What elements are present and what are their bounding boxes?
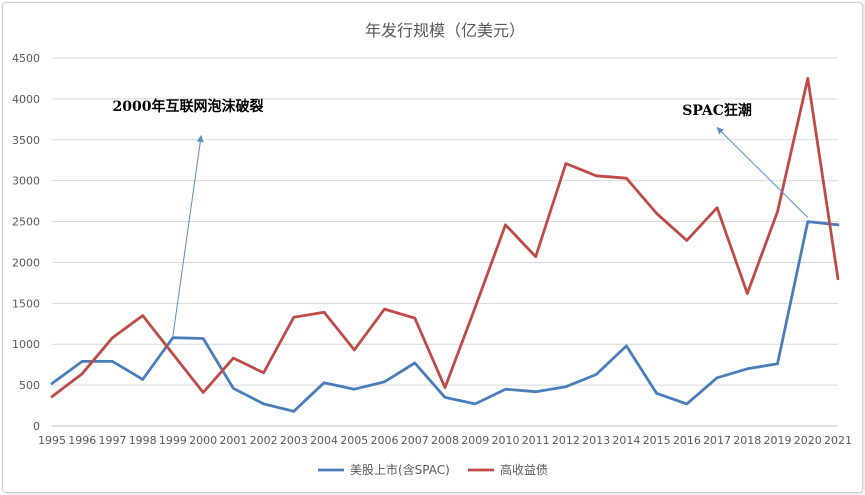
x-tick-label: 1996 <box>68 434 96 447</box>
x-tick-label: 2015 <box>643 434 671 447</box>
series-lines <box>50 77 840 413</box>
y-tick-label: 2000 <box>12 256 40 269</box>
y-tick-label: 1500 <box>12 297 40 310</box>
y-tick-label: 500 <box>19 379 40 392</box>
x-tick-label: 2013 <box>582 434 610 447</box>
y-tick-label: 3000 <box>12 175 40 188</box>
annotation-arrow <box>172 134 204 337</box>
y-tick-label: 1000 <box>12 338 40 351</box>
x-tick-label: 2001 <box>219 434 247 447</box>
x-tick-label: 2020 <box>794 434 822 447</box>
y-tick-label: 3500 <box>12 134 40 147</box>
x-tick-label: 2016 <box>673 434 701 447</box>
x-tick-label: 2007 <box>401 434 429 447</box>
chart-title: 年发行规模（亿美元） <box>365 21 525 40</box>
x-tick-label: 2003 <box>280 434 308 447</box>
y-tick-label: 0 <box>33 420 40 433</box>
x-tick-label: 2008 <box>431 434 459 447</box>
series-line-1 <box>50 220 840 413</box>
y-tick-label: 4000 <box>12 93 40 106</box>
x-tick-label: 2009 <box>461 434 489 447</box>
annotation-arrow <box>716 127 809 218</box>
x-tick-label: 1999 <box>159 434 187 447</box>
legend-label: 高收益债 <box>500 462 548 477</box>
annotations: 2000年互联网泡沫破裂 SPAC狂潮 <box>113 98 809 337</box>
x-tick-label: 2018 <box>733 434 761 447</box>
y-tick-label: 4500 <box>12 52 40 65</box>
series-line-2 <box>50 77 840 399</box>
x-tick-label: 2005 <box>340 434 368 447</box>
legend: 美股上市(含SPAC) 高收益债 <box>318 462 548 477</box>
x-tick-label: 2006 <box>371 434 399 447</box>
annotation-label: SPAC狂潮 <box>682 102 752 119</box>
x-tick-label: 2002 <box>250 434 278 447</box>
x-tick-label: 1995 <box>38 434 66 447</box>
x-tick-label: 2011 <box>522 434 550 447</box>
x-tick-label: 2017 <box>703 434 731 447</box>
x-tick-label: 2019 <box>764 434 792 447</box>
x-tick-label: 2004 <box>310 434 338 447</box>
x-tick-label: 1998 <box>129 434 157 447</box>
x-tick-label: 2021 <box>824 434 852 447</box>
x-tick-label: 2012 <box>552 434 580 447</box>
x-tick-label: 2010 <box>491 434 519 447</box>
legend-label: 美股上市(含SPAC) <box>350 462 450 477</box>
x-tick-label: 2014 <box>612 434 640 447</box>
y-axis-ticks: 0 500 1000 1500 2000 2500 3000 3500 4000 4500 <box>12 52 40 433</box>
y-tick-label: 2500 <box>12 216 40 229</box>
x-tick-label: 2000 <box>189 434 217 447</box>
x-tick-label: 1997 <box>98 434 126 447</box>
x-axis-ticks: 1995 1996 1997 1998 1999 2000 2001 2002 2003 2004… <box>38 434 852 447</box>
annotation-label: 2000年互联网泡沫破裂 <box>113 98 264 115</box>
